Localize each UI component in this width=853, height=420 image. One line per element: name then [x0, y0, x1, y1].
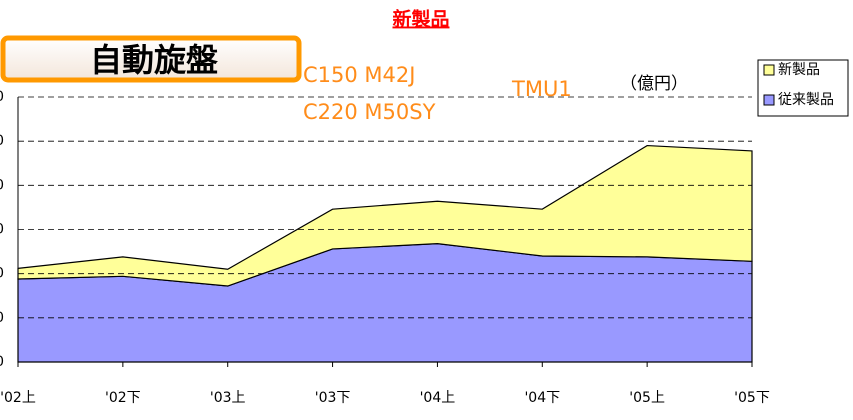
chart-title: 新製品: [392, 8, 449, 31]
y-tick-label: 0: [0, 354, 4, 370]
legend-label: 新製品: [778, 62, 820, 78]
y-tick-label: 200: [0, 177, 4, 193]
y-tick-label: 100: [0, 266, 4, 282]
x-tick-label: '03上: [210, 390, 246, 406]
y-tick-label: 250: [0, 133, 4, 149]
x-tick-label: '04上: [420, 390, 456, 406]
annotation: TMU1: [511, 77, 572, 101]
annotation: C150 M42J: [303, 63, 415, 87]
box-label: 自動旋盤: [90, 41, 218, 79]
y-tick-label: 150: [0, 222, 4, 238]
x-tick-label: '04下: [524, 390, 560, 406]
x-tick-label: '02上: [0, 390, 36, 406]
x-tick-label: '03下: [315, 390, 351, 406]
y-tick-label: 50: [0, 310, 4, 326]
annotation: C220 M50SY: [303, 100, 436, 124]
legend-swatch: [763, 64, 775, 76]
label-box: [0, 35, 302, 83]
y-tick-label: 300: [0, 89, 4, 105]
x-tick-label: '05上: [629, 390, 665, 406]
unit-label: （億円）: [620, 74, 688, 94]
x-tick-label: '05下: [734, 390, 770, 406]
legend-label: 従来製品: [778, 92, 834, 108]
x-tick-label: '02下: [105, 390, 141, 406]
legend-swatch: [763, 94, 775, 106]
